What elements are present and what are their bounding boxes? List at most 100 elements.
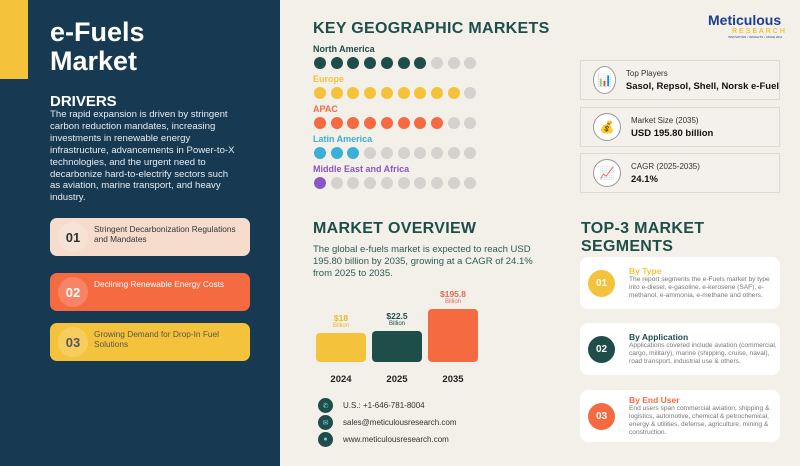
- bar-unit: Billion: [332, 323, 349, 330]
- globe-icon: ●: [318, 432, 333, 447]
- driver-label: Growing Demand for Drop-In Fuel Solution…: [94, 329, 219, 349]
- region-dot: [464, 57, 477, 69]
- page-title: e-Fuels Market: [50, 18, 145, 76]
- bar-value: $195.8: [440, 289, 466, 300]
- region-dot: [397, 87, 410, 99]
- contact-item[interactable]: ✉ sales@meticulousresearch.com: [318, 415, 457, 430]
- region-dot: [364, 177, 377, 189]
- contact-text: U.S.: +1-646-781-8004: [343, 401, 425, 410]
- drivers-text: The rapid expansion is driven by stringe…: [50, 109, 235, 204]
- stat-value: USD 195.80 billion: [631, 127, 714, 139]
- trend-chart-icon: 📈: [593, 159, 621, 187]
- region-dot: [330, 117, 343, 129]
- region-label: Europe: [313, 74, 345, 84]
- driver-label: Declining Renewable Energy Costs: [94, 279, 225, 289]
- region-dot: [347, 117, 360, 129]
- stat-card: 📊 Top Players Sasol, Repsol, Shell, Norsk …: [580, 60, 780, 100]
- segment-number: 03: [588, 402, 615, 430]
- bar-chart-icon: 📊: [593, 66, 616, 94]
- region-dot: [364, 57, 377, 69]
- stat-value: 24.1%: [631, 173, 658, 185]
- region-dot: [464, 117, 477, 129]
- region-dot: [314, 87, 326, 99]
- stat-text: Top Players Sasol, Repsol, Shell, Norsk e…: [626, 69, 779, 92]
- bar-value-label: $195.8 Billion: [428, 290, 478, 306]
- contact-text: sales@meticulousresearch.com: [343, 418, 457, 427]
- region-dot: [464, 87, 477, 99]
- driver-item: 03 Growing Demand for Drop-In Fuel Soluti…: [50, 323, 250, 361]
- region-dot: [430, 87, 443, 99]
- region-dot: [314, 147, 326, 159]
- region-dot: [414, 87, 427, 99]
- segment-title: By End User: [629, 395, 680, 405]
- stat-card: 💰 Market Size (2035) USD 195.80 billion: [580, 107, 780, 147]
- region-dot: [447, 177, 460, 189]
- region-dot: [447, 87, 460, 99]
- region-dot: [347, 147, 360, 159]
- region-dot: [330, 57, 343, 69]
- region-dot: [380, 87, 393, 99]
- region-dot: [330, 87, 343, 99]
- region-dot: [380, 57, 393, 69]
- region-label: APAC: [313, 104, 338, 114]
- region-dot: [347, 177, 360, 189]
- driver-label: Stringent Decarbonization Regulations an…: [94, 224, 236, 244]
- region-label: Middle East and Africa: [313, 164, 410, 174]
- driver-number: 01: [58, 222, 88, 252]
- region-dot: [414, 117, 427, 129]
- region-dot: [430, 57, 443, 69]
- stat-label: Top Players: [625, 68, 668, 78]
- driver-item: 01 Stringent Decarbonization Regulations …: [50, 218, 250, 256]
- region-dot: [397, 117, 410, 129]
- geo-heading: KEY GEOGRAPHIC MARKETS: [313, 20, 550, 37]
- segment-body: By Application Applications covered inclu…: [629, 332, 780, 366]
- region-dot: [397, 147, 410, 159]
- logo-sub: RESEARCH: [732, 28, 787, 35]
- segment-number: 01: [588, 269, 615, 297]
- contact-item[interactable]: ✆ U.S.: +1-646-781-8004: [318, 398, 425, 413]
- x-tick-label: 2024: [330, 374, 352, 385]
- region-dot: [430, 147, 443, 159]
- bar-value-label: $18 Billion: [316, 314, 366, 330]
- segment-card: 01 By Type The report segments the e-Fuels…: [580, 257, 780, 309]
- region-dot: [430, 117, 443, 129]
- segment-number: 02: [588, 335, 615, 363]
- region-dot: [447, 147, 460, 159]
- bar-value: $18: [333, 313, 349, 324]
- stat-card: 📈 CAGR (2025-2035) 24.1%: [580, 153, 780, 193]
- driver-item: 02 Declining Renewable Energy Costs: [50, 273, 250, 311]
- region-dot: [464, 147, 477, 159]
- money-bag-icon: 💰: [593, 113, 621, 141]
- region-dot: [380, 177, 393, 189]
- region-label: North America: [313, 44, 375, 54]
- region-label: Latin America: [313, 134, 373, 144]
- region-dot: [347, 57, 360, 69]
- driver-number: 02: [58, 277, 88, 307]
- region-dot: [430, 177, 443, 189]
- stat-label: CAGR (2025-2035): [631, 161, 700, 171]
- contact-item[interactable]: ● www.meticulousresearch.com: [318, 432, 449, 447]
- title-line-2: Market: [50, 46, 138, 76]
- stat-value: Sasol, Repsol, Shell, Norsk e-Fuel: [625, 80, 779, 92]
- segments-heading: TOP-3 MARKET SEGMENTS: [581, 220, 705, 255]
- bar-unit: Billion: [388, 320, 405, 327]
- region-dot: [397, 57, 410, 69]
- region-dot: [364, 87, 377, 99]
- logo-tagline: INNOVATION • INSIGHTS • SINCE 2011: [728, 35, 783, 39]
- stat-text: CAGR (2025-2035) 24.1%: [631, 162, 700, 185]
- bar-2024: [316, 333, 366, 362]
- segment-title: By Application: [629, 332, 689, 342]
- drivers-heading: DRIVERS: [50, 93, 117, 110]
- region-dot: [414, 147, 427, 159]
- title-line-1: e-Fuels: [50, 17, 145, 47]
- region-dot: [364, 117, 377, 129]
- region-dot: [330, 177, 343, 189]
- segment-body: By End User End users span commercial avi…: [629, 395, 780, 437]
- region-dot: [397, 177, 410, 189]
- bar-unit: Billion: [444, 299, 461, 306]
- region-dot: [314, 117, 326, 129]
- region-dot: [414, 177, 427, 189]
- contact-text: www.meticulousresearch.com: [343, 435, 449, 444]
- region-dot: [380, 147, 393, 159]
- x-tick-label: 2025: [386, 374, 408, 385]
